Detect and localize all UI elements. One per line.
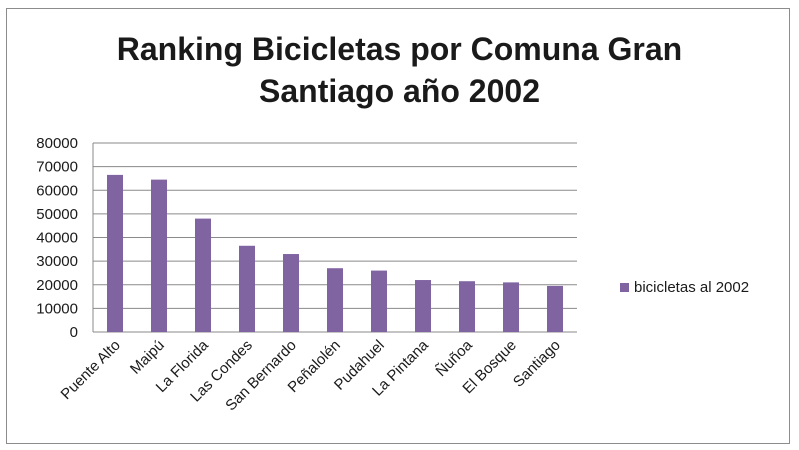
y-tick-label: 60000 [36, 182, 78, 199]
bar [415, 280, 431, 332]
bar [283, 254, 299, 332]
chart-frame [6, 8, 790, 444]
bar [371, 270, 387, 332]
bar [547, 285, 563, 332]
bar [239, 245, 255, 332]
y-tick-label: 0 [70, 324, 78, 341]
legend: bicicletas al 2002 [620, 279, 749, 296]
x-tick-label: Puente Alto [58, 337, 124, 403]
y-tick-label: 50000 [36, 206, 78, 223]
y-tick-label: 30000 [36, 253, 78, 270]
x-tick-label: Santiago [510, 337, 564, 391]
y-tick-label: 10000 [36, 300, 78, 317]
bar [151, 179, 167, 332]
legend-swatch [620, 283, 629, 292]
legend-label: bicicletas al 2002 [634, 279, 750, 296]
y-tick-label: 70000 [36, 159, 78, 176]
y-tick-label: 40000 [36, 230, 78, 247]
y-tick-label: 20000 [36, 277, 78, 294]
bar [327, 268, 343, 332]
bar [195, 218, 211, 332]
chart-title-line-1: Ranking Bicicletas por Comuna Gran [116, 31, 683, 67]
chart-title-line-2: Santiago año 2002 [259, 73, 540, 109]
chart-title: Ranking Bicicletas por Comuna Gran Santi… [0, 28, 799, 112]
y-tick-label: 80000 [36, 135, 78, 152]
bar [503, 282, 519, 332]
bar [107, 174, 123, 332]
bar [459, 281, 475, 332]
x-tick-label: Maipú [127, 337, 168, 378]
